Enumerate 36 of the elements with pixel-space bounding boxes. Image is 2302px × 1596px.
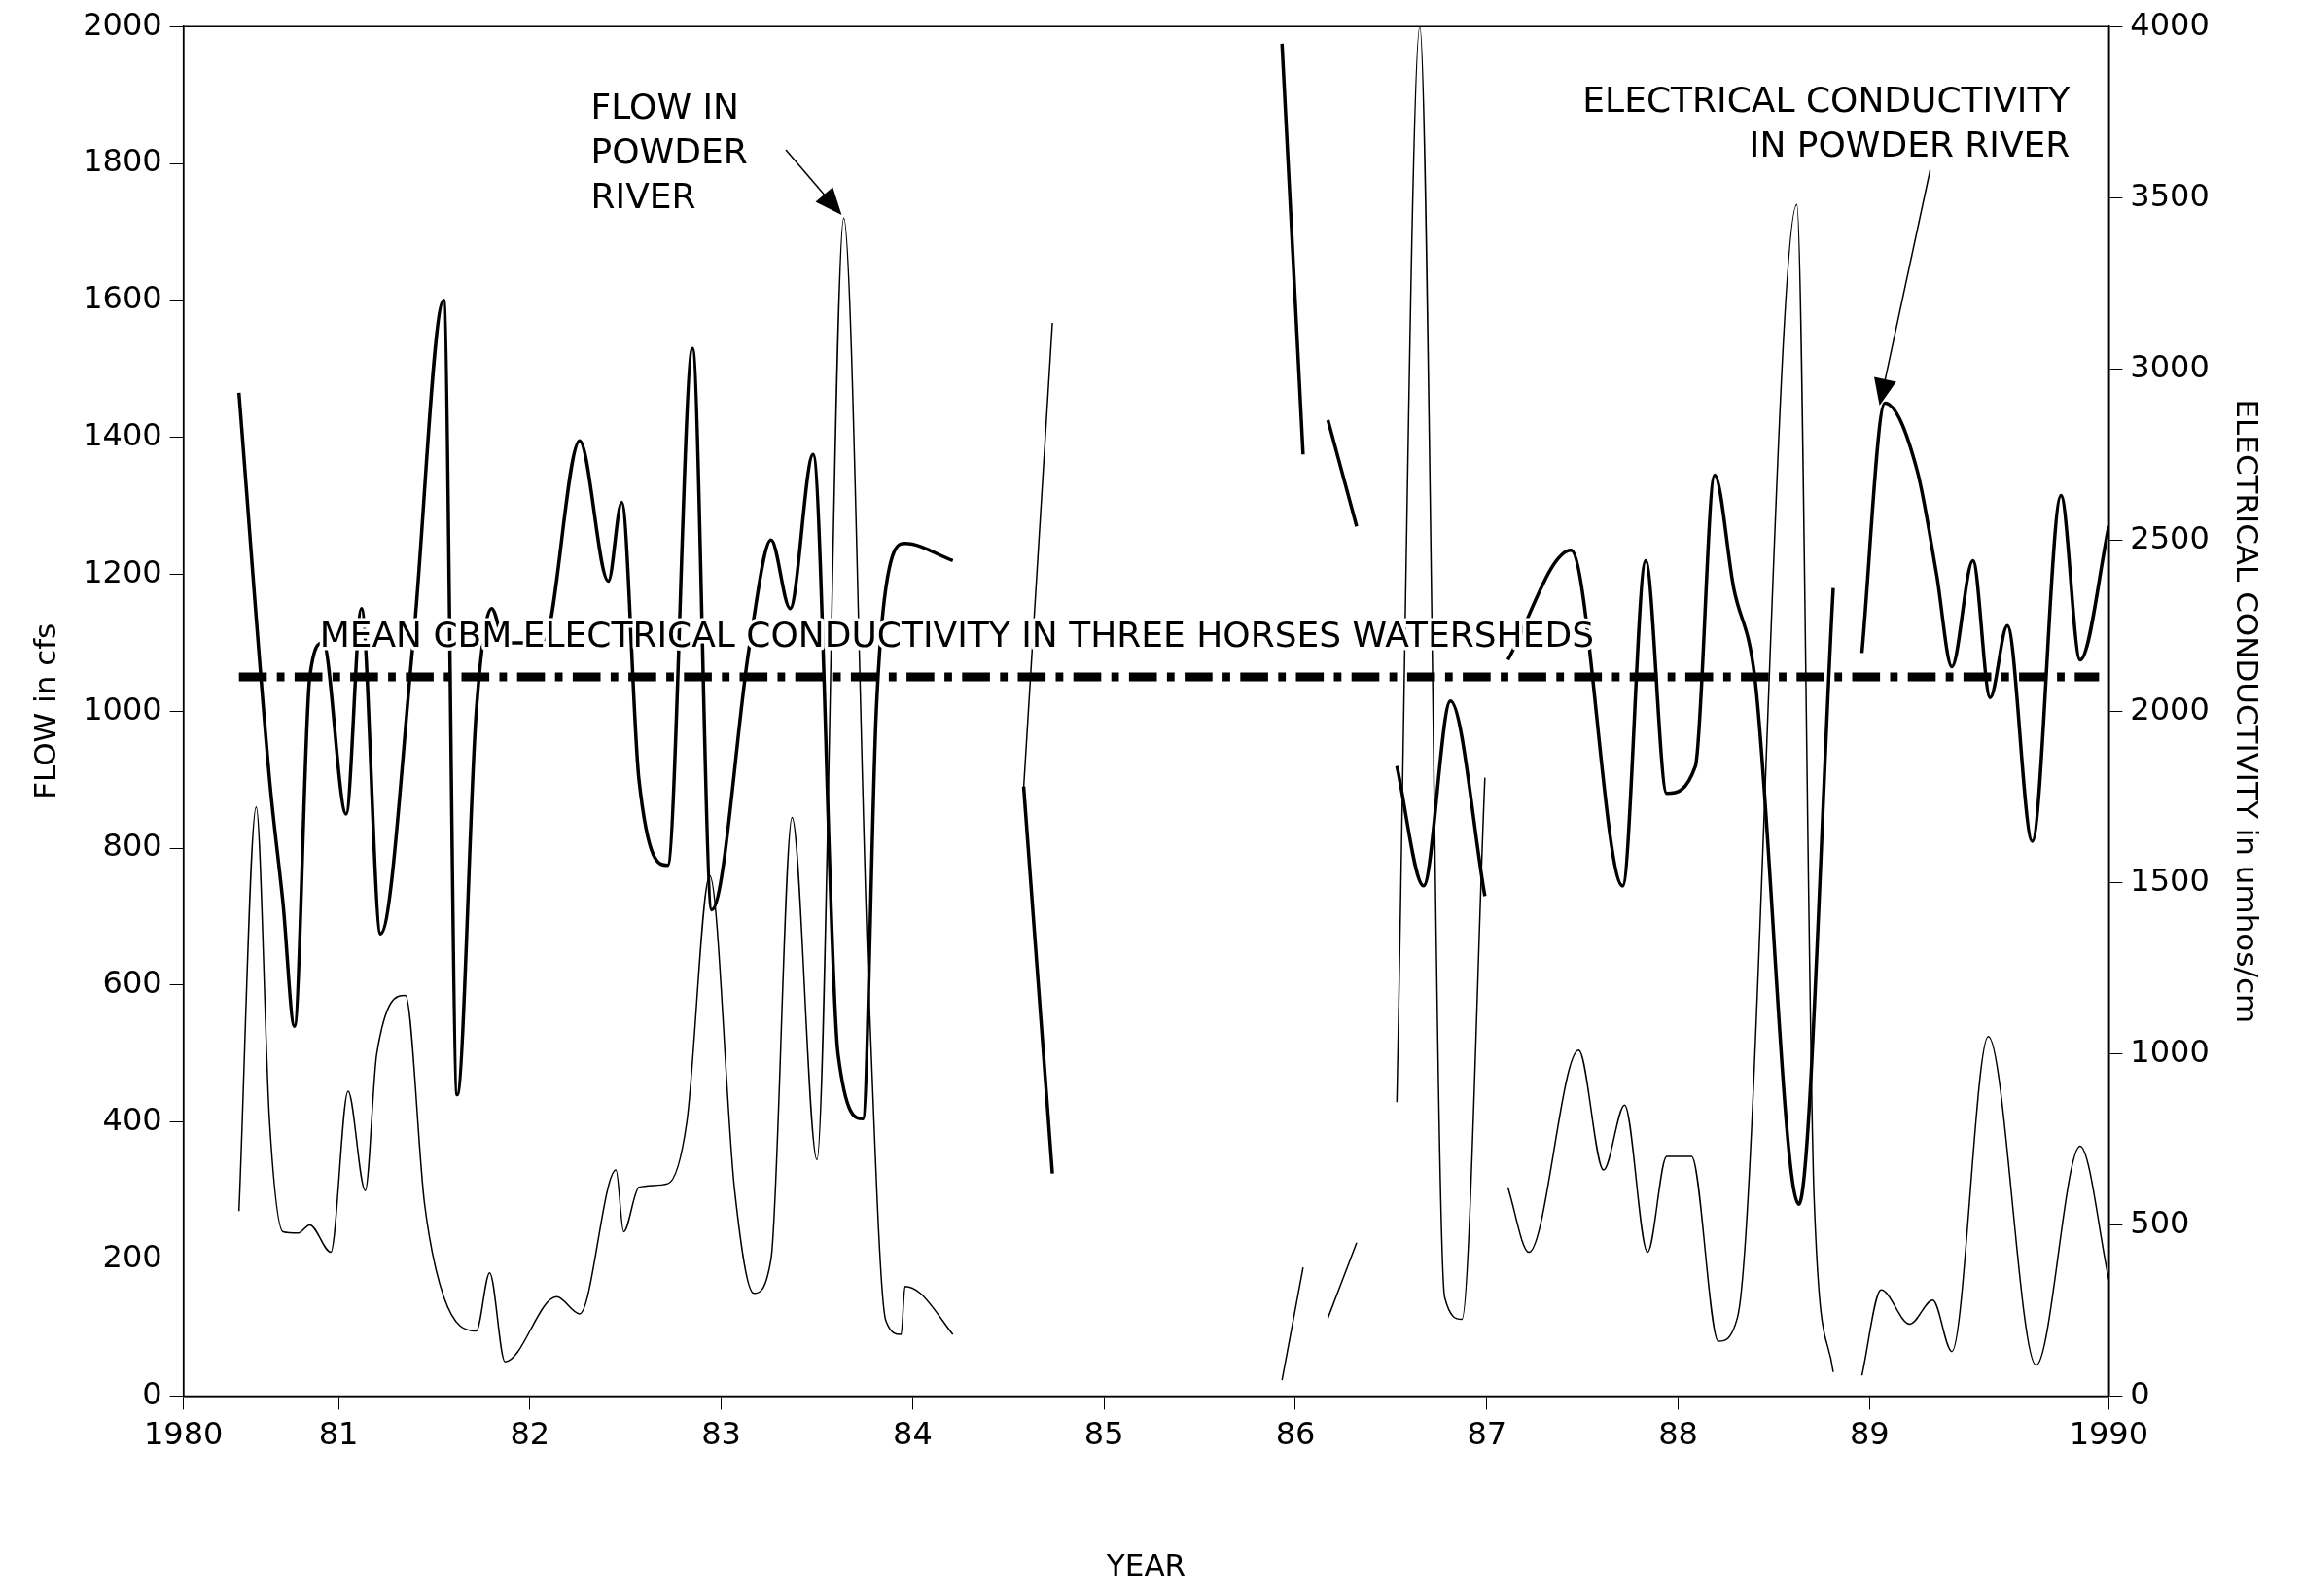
x-tick-label: 89 bbox=[1850, 1414, 1890, 1452]
y-tick-label: 400 bbox=[102, 1101, 162, 1139]
x-tick-label: 83 bbox=[701, 1414, 741, 1452]
x-tick-label: 85 bbox=[1083, 1414, 1124, 1452]
y-tick-label: 0 bbox=[142, 1374, 162, 1412]
x-axis-title: YEAR bbox=[1105, 1547, 1186, 1583]
x-tick-label: 86 bbox=[1275, 1414, 1316, 1452]
y-tick-label: 600 bbox=[102, 964, 162, 1002]
y-tick-label: 1600 bbox=[83, 279, 162, 317]
x-tick-label: 82 bbox=[510, 1414, 550, 1452]
y-tick-label: 800 bbox=[102, 827, 162, 865]
x-tick-label: 81 bbox=[318, 1414, 359, 1452]
y2-axis-title: ELECTRICAL CONDUCTIVITY in umhos/cm bbox=[2230, 399, 2266, 1024]
y-tick-label: 2000 bbox=[83, 5, 162, 43]
y-tick-label: 200 bbox=[102, 1237, 162, 1275]
y2-tick-label: 500 bbox=[2130, 1203, 2190, 1241]
y-tick-label: 1400 bbox=[83, 415, 162, 453]
annotation: ELECTRICAL CONDUCTIVITY IN POWDER RIVER bbox=[1582, 79, 2072, 164]
annotation: FLOW IN POWDER RIVER bbox=[590, 86, 748, 216]
y2-tick-label: 2500 bbox=[2130, 518, 2210, 556]
x-tick-label: 84 bbox=[893, 1414, 933, 1452]
y2-tick-label: 1000 bbox=[2130, 1032, 2210, 1070]
y2-tick-label: 0 bbox=[2130, 1374, 2150, 1412]
x-tick-label: 1980 bbox=[143, 1414, 224, 1452]
x-tick-label: 87 bbox=[1467, 1414, 1507, 1452]
y2-tick-label: 1500 bbox=[2130, 861, 2210, 899]
y-axis-title: FLOW in cfs bbox=[26, 622, 62, 799]
y-tick-label: 1800 bbox=[83, 142, 162, 180]
x-tick-label: 88 bbox=[1658, 1414, 1698, 1452]
y-tick-label: 1200 bbox=[83, 552, 162, 590]
y2-tick-label: 3500 bbox=[2130, 176, 2210, 214]
y-tick-label: 1000 bbox=[83, 690, 162, 727]
x-tick-label: 1990 bbox=[2069, 1414, 2149, 1452]
y2-tick-label: 3000 bbox=[2130, 347, 2210, 385]
y2-tick-label: 4000 bbox=[2130, 5, 2210, 43]
y2-tick-label: 2000 bbox=[2130, 690, 2210, 727]
